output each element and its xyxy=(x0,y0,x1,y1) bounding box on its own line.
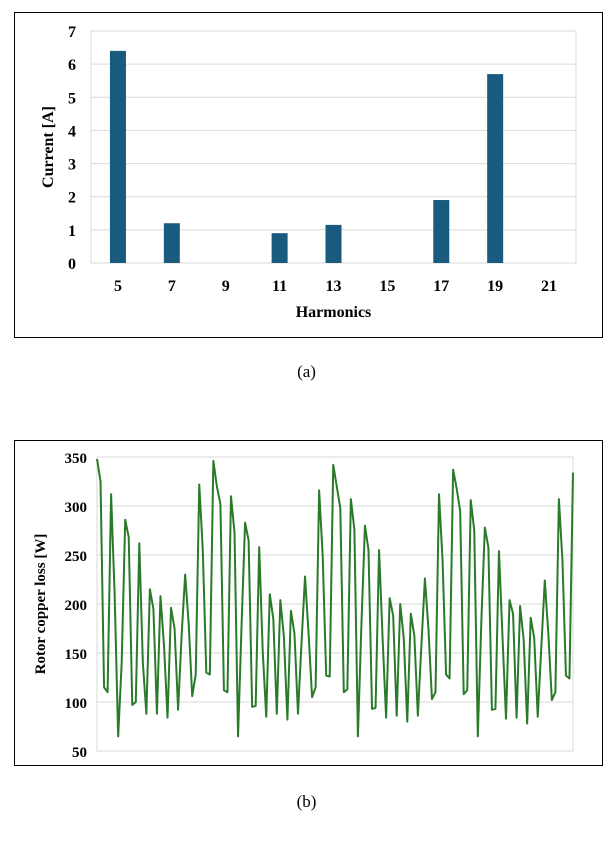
caption-b: (b) xyxy=(296,792,317,811)
x-tick-label-a: 5 xyxy=(114,278,122,295)
x-tick-label-a: 17 xyxy=(433,278,449,295)
chart-b-frame: 50 100 150 200 250 300 350 Rotor copper loss [W… xyxy=(14,440,603,766)
rotor-copper-loss-series-line xyxy=(96,458,574,738)
y-tick-label-b: 200 xyxy=(65,598,88,614)
x-tick-label-a: 13 xyxy=(326,278,342,295)
x-tick-label-a: 15 xyxy=(379,278,395,295)
bar-7 xyxy=(163,223,180,263)
chart-a-frame: 0 1 2 3 4 5 6 7 5 7 9 11 13 15 17 19 21 Harmonics Current … xyxy=(14,12,603,338)
y-axis-title-a: Current [A] xyxy=(40,106,57,188)
bar-11 xyxy=(271,233,288,263)
y-tick-label-a: 2 xyxy=(68,190,76,207)
bar-5 xyxy=(109,50,126,264)
x-tick-label-a: 7 xyxy=(168,278,176,295)
y-tick-label-a: 4 xyxy=(68,123,76,140)
harmonics-bar-chart: 0 1 2 3 4 5 6 7 5 7 9 11 13 15 17 19 21 Harmonics Current … xyxy=(40,24,577,321)
y-tick-label-b: 350 xyxy=(65,451,88,467)
x-tick-label-a: 9 xyxy=(222,278,230,295)
y-tick-label-b: 150 xyxy=(65,647,88,663)
rotor-copper-loss-line-chart: 50 100 150 200 250 300 350 Rotor copper loss [W… xyxy=(33,451,574,761)
y-tick-label-b: 50 xyxy=(72,745,87,761)
bar-13 xyxy=(325,224,342,263)
y-tick-label-a: 0 xyxy=(68,256,76,273)
x-tick-label-a: 19 xyxy=(487,278,503,295)
y-tick-label-a: 1 xyxy=(68,223,76,240)
y-tick-label-b: 100 xyxy=(65,696,88,712)
bar-19 xyxy=(487,74,504,263)
y-axis-title-b: Rotor copper loss [W] xyxy=(33,534,49,675)
x-tick-label-a: 21 xyxy=(541,278,557,295)
bar-17 xyxy=(433,200,450,263)
y-tick-label-a: 5 xyxy=(68,90,76,107)
y-tick-label-a: 6 xyxy=(68,57,76,74)
x-axis-title-a: Harmonics xyxy=(296,304,372,321)
y-tick-label-a: 7 xyxy=(68,24,76,41)
y-tick-label-b: 250 xyxy=(65,549,88,565)
caption-a: (a) xyxy=(297,362,316,381)
x-tick-label-a: 11 xyxy=(272,278,287,295)
y-tick-label-b: 300 xyxy=(65,500,88,516)
y-tick-label-a: 3 xyxy=(68,157,76,174)
